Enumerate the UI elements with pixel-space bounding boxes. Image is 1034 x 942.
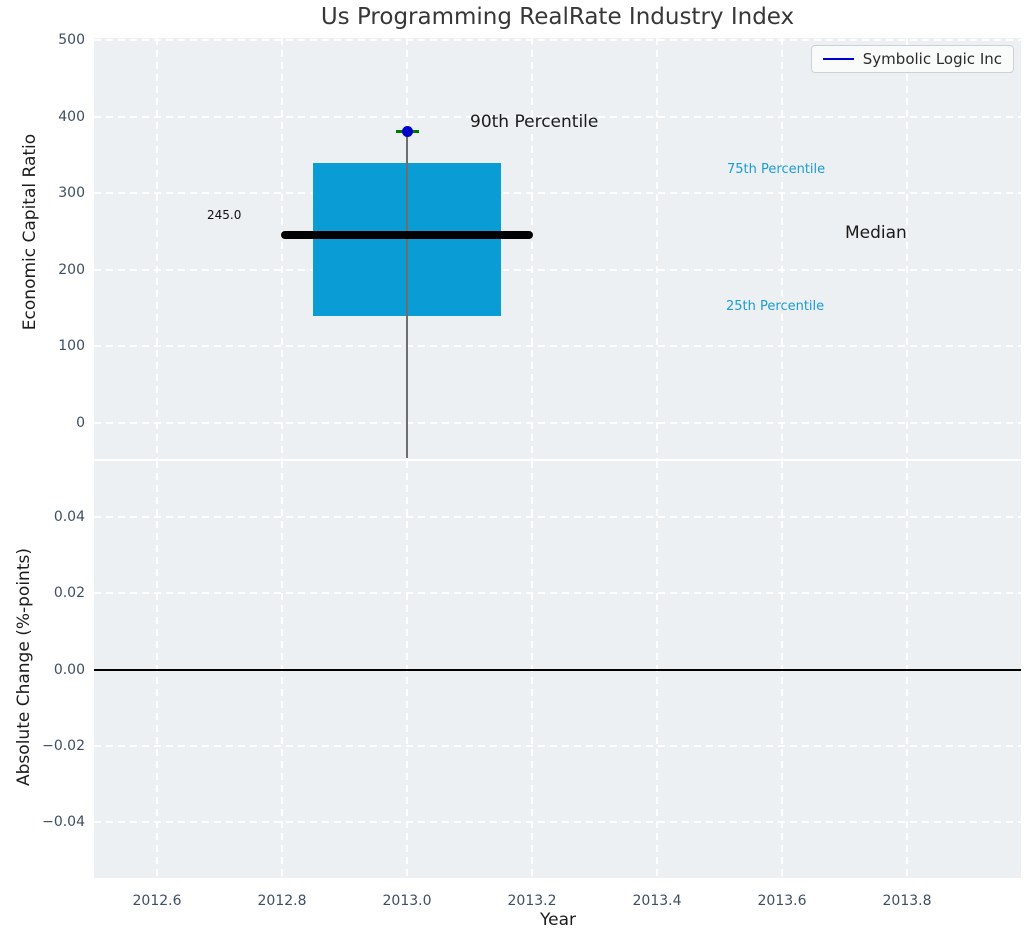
h-gridline (94, 516, 1021, 518)
v-gridline (781, 38, 783, 459)
h-gridline (94, 592, 1021, 595)
h-gridline (94, 345, 1021, 348)
y-tick-label: 0.02 (53, 585, 85, 602)
x-tick-label: 2013.0 (382, 893, 432, 909)
x-tick-label: 2013.2 (507, 893, 557, 909)
y-tick-label: −0.04 (42, 814, 85, 830)
x-axis-label: Year (540, 910, 576, 930)
whisker-line (406, 133, 408, 458)
y-tick-label: −0.02 (42, 737, 85, 754)
h-gridline (94, 744, 1021, 747)
y-tick-label: 500 (58, 32, 85, 48)
y-tick-label: 0 (76, 415, 85, 431)
chart-title: Us Programming RealRate Industry Index (320, 4, 795, 30)
median-value-label: 245.0 (207, 208, 242, 222)
y-tick-label: 200 (58, 261, 85, 278)
annotation-25th-percentile: 25th Percentile (726, 299, 825, 314)
median-line (281, 231, 533, 240)
bottom-axes (94, 461, 1021, 878)
h-gridline (94, 192, 1021, 195)
v-gridline (281, 38, 283, 459)
h-gridline (94, 821, 1021, 823)
annotation-75th-percentile: 75th Percentile (727, 162, 826, 177)
y-tick-label: 0.00 (53, 661, 85, 678)
legend: Symbolic Logic Inc (810, 45, 1014, 73)
x-tick-label: 2013.4 (632, 893, 682, 909)
v-gridline (656, 38, 658, 459)
x-tick-label: 2012.8 (257, 893, 307, 909)
y-tick-label: 300 (58, 185, 85, 202)
x-tick-label: 2013.8 (882, 893, 932, 909)
y-tick-label: 400 (58, 108, 85, 125)
p90-marker-dot (401, 125, 413, 137)
h-gridline (94, 39, 1021, 41)
top-axes: 90th Percentile 75th Percentile Median 2… (94, 38, 1021, 459)
v-gridline (531, 38, 533, 459)
annotation-90th-percentile: 90th Percentile (470, 112, 599, 132)
v-gridline (906, 38, 908, 459)
y-tick-label: 100 (58, 338, 85, 355)
y-tick-label: 0.04 (53, 509, 85, 525)
h-gridline (94, 268, 1021, 271)
annotation-median: Median (845, 223, 907, 243)
x-tick-label: 2012.6 (132, 893, 182, 909)
zero-line (94, 668, 1021, 671)
v-gridline (156, 38, 158, 459)
legend-label: Symbolic Logic Inc (862, 50, 1002, 68)
h-gridline (94, 422, 1021, 424)
x-tick-label: 2013.6 (757, 893, 807, 909)
legend-line-sample (822, 57, 854, 61)
h-gridline (94, 115, 1021, 118)
